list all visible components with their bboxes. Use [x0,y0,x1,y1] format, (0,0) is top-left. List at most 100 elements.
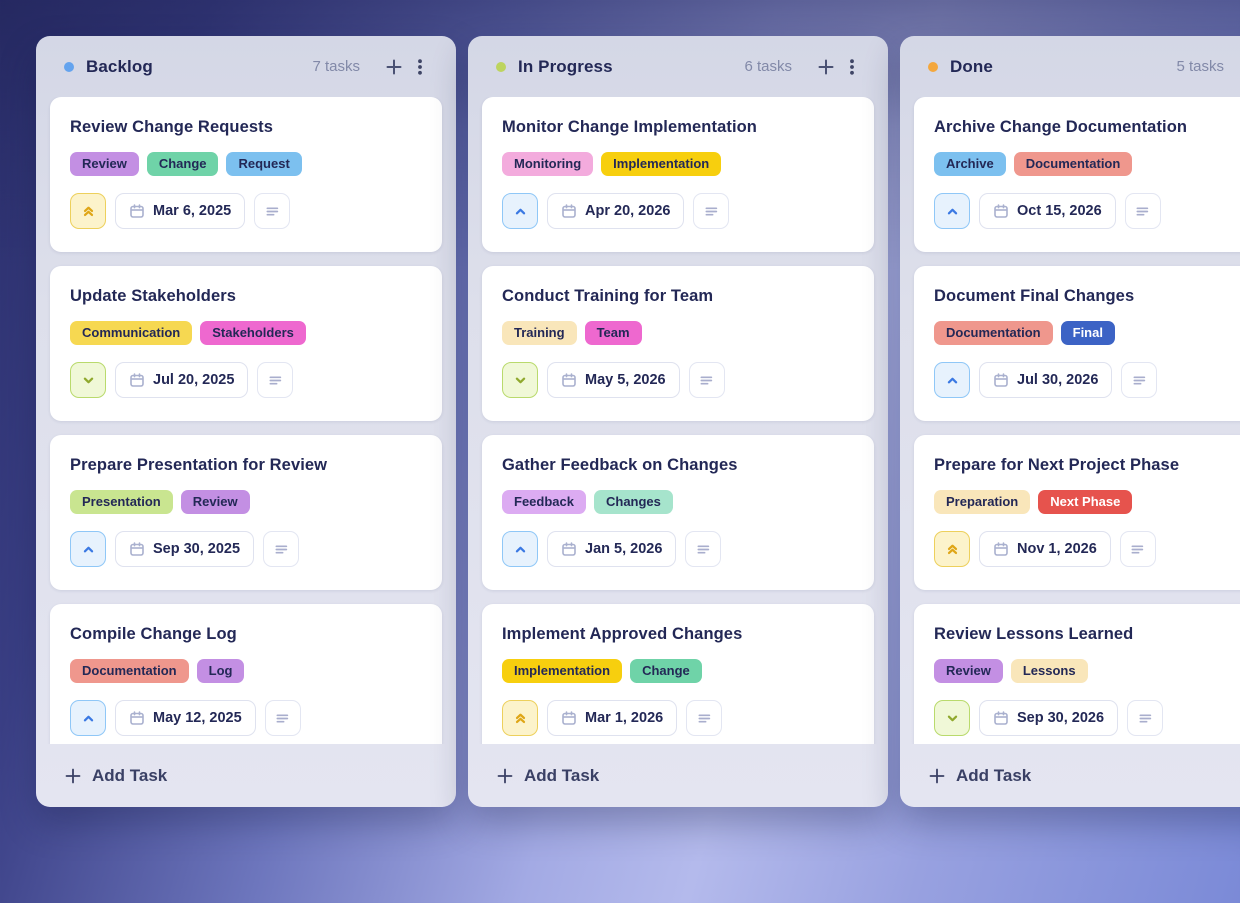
task-tags: Presentation Review [70,490,422,514]
task-title: Compile Change Log [70,625,237,643]
priority-urgent-button[interactable] [70,193,106,229]
task-tag: Implementation [601,152,722,176]
due-date-button[interactable]: Jul 20, 2025 [115,362,249,398]
task-card[interactable]: Review Change Requests Review Change Reque… [50,97,442,252]
task-card[interactable]: Implement Approved Changes Implementatio… [482,604,874,744]
add-task-button[interactable]: Add Task [64,766,167,786]
description-button[interactable] [1127,700,1164,736]
due-date-button[interactable]: May 12, 2025 [115,700,256,736]
priority-high-button[interactable] [70,531,106,567]
description-button[interactable] [1119,531,1156,567]
task-tag: Review [70,152,139,176]
kanban-column: In Progress 6 tasks Monitor Change Imple… [468,36,888,807]
task-title: Gather Feedback on Changes [502,456,738,474]
task-card[interactable]: Document Final Changes Documentation Fina… [914,266,1240,421]
column-menu-button[interactable] [840,54,864,80]
add-task-button[interactable]: Add Task [928,766,1031,786]
description-button[interactable] [1121,362,1158,398]
add-card-button[interactable] [812,53,840,81]
kanban-column: Done 5 tasks Archive Change Documentatio… [900,36,1240,807]
priority-urgent-button[interactable] [934,531,970,567]
task-card[interactable]: Conduct Training for Team Training Team M… [482,266,874,421]
calendar-icon [562,373,576,387]
priority-low-button[interactable] [502,362,538,398]
chevron-up-icon [83,715,93,721]
column-menu-button[interactable] [408,54,432,80]
due-date-text: Nov 1, 2026 [1017,541,1097,557]
due-date-button[interactable]: Apr 20, 2026 [547,193,685,229]
task-title: Document Final Changes [934,287,1135,305]
description-lines-icon [1136,206,1149,216]
task-card[interactable]: Archive Change Documentation Archive Docu… [914,97,1240,252]
task-actions: Jul 20, 2025 [70,362,422,398]
calendar-icon [562,542,576,556]
description-button[interactable] [685,531,722,567]
priority-high-button[interactable] [502,531,538,567]
priority-low-button[interactable] [934,700,970,736]
description-button[interactable] [688,362,725,398]
due-date-button[interactable]: Jul 30, 2026 [979,362,1113,398]
task-card[interactable]: Monitor Change Implementation Monitoring… [482,97,874,252]
due-date-button[interactable]: Mar 6, 2025 [115,193,246,229]
priority-low-button[interactable] [70,362,106,398]
task-title: Prepare for Next Project Phase [934,456,1180,474]
task-card[interactable]: Prepare for Next Project Phase Preparati… [914,435,1240,590]
due-date-button[interactable]: Jan 5, 2026 [547,531,677,567]
kanban-column: Backlog 7 tasks Review Change Requests R… [36,36,456,807]
column-status-dot-icon [64,61,74,72]
due-date-text: Jan 5, 2026 [585,541,663,557]
task-tag: Log [196,659,245,683]
task-card[interactable]: Compile Change Log Documentation Log May … [50,604,442,744]
add-task-button[interactable]: Add Task [496,766,599,786]
column-card-list: Review Change Requests Review Change Reque… [36,97,456,744]
task-card[interactable]: Update Stakeholders Communication Stakeho… [50,266,442,421]
kebab-menu-icon [418,58,422,75]
task-card[interactable]: Gather Feedback on Changes Feedback Chang… [482,435,874,590]
calendar-icon [994,204,1008,218]
column-footer: Add Task [36,744,456,807]
description-lines-icon [698,713,710,723]
plus-icon [818,59,834,74]
description-button[interactable] [1124,193,1161,229]
priority-high-button[interactable] [502,193,538,229]
column-header: Backlog 7 tasks [36,36,456,97]
task-actions: Jul 30, 2026 [934,362,1240,398]
priority-urgent-button[interactable] [502,700,538,736]
column-task-count: 5 tasks [1176,58,1224,75]
task-actions: Mar 6, 2025 [70,193,422,229]
task-tag: Change [146,152,219,176]
priority-high-button[interactable] [934,193,970,229]
task-tag: Documentation [934,321,1053,345]
task-title: Implement Approved Changes [502,625,743,643]
description-button[interactable] [263,531,300,567]
priority-high-button[interactable] [934,362,970,398]
task-card[interactable]: Review Lessons Learned Review Lessons Sep… [914,604,1240,744]
chevron-down-icon [947,715,957,721]
description-button[interactable] [264,700,301,736]
task-title: Review Change Requests [70,118,274,136]
task-tag: Preparation [934,490,1031,514]
due-date-button[interactable]: Sep 30, 2026 [979,700,1119,736]
task-tags: Review Change Request [70,152,422,176]
description-button[interactable] [254,193,291,229]
task-tag: Lessons [1010,659,1088,683]
task-tags: Training Team [502,321,854,345]
task-tag: Final [1060,321,1115,345]
due-date-button[interactable]: Mar 1, 2026 [547,700,678,736]
task-title: Review Lessons Learned [934,625,1134,643]
due-date-button[interactable]: May 5, 2026 [547,362,680,398]
calendar-icon [130,204,144,218]
add-card-button[interactable] [380,53,408,81]
column-status-dot-icon [928,61,938,72]
task-tag: Training [502,321,577,345]
description-button[interactable] [693,193,730,229]
description-button[interactable] [257,362,294,398]
description-button[interactable] [686,700,723,736]
due-date-button[interactable]: Oct 15, 2026 [979,193,1116,229]
description-lines-icon [697,544,710,554]
due-date-button[interactable]: Nov 1, 2026 [979,531,1111,567]
due-date-button[interactable]: Sep 30, 2025 [115,531,255,567]
task-title: Update Stakeholders [70,287,237,305]
priority-high-button[interactable] [70,700,106,736]
task-card[interactable]: Prepare Presentation for Review Presenta… [50,435,442,590]
